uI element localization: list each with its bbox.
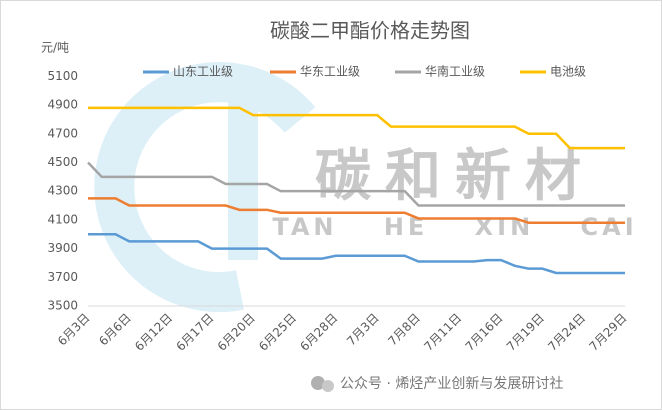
y-tick-label: 4100 [47, 212, 78, 226]
series-line [88, 232, 625, 275]
y-tick-label: 4700 [47, 126, 78, 140]
y-tick-label: 4500 [47, 155, 78, 169]
chart-title: 碳酸二甲酯价格走势图 [270, 19, 470, 43]
series-line [88, 197, 625, 225]
watermark-bar [228, 100, 258, 260]
legend-item: 华东工业级 [270, 65, 360, 79]
y-tick-label: 5100 [47, 69, 78, 83]
legend-item: 电池级 [520, 65, 586, 79]
y-tick-label: 3900 [47, 241, 78, 255]
watermark-logo [94, 62, 316, 313]
legend-label: 电池级 [550, 65, 586, 79]
series-line [88, 106, 625, 150]
legend-item: 华南工业级 [395, 64, 485, 79]
footer-text: 公众号 · 烯烃产业创新与发展研讨社 [340, 376, 563, 392]
legend-label: 山东工业级 [173, 65, 233, 79]
y-axis-label: 元/吨 [41, 41, 69, 55]
y-tick-label: 3700 [47, 270, 78, 284]
legend-label: 华东工业级 [300, 65, 360, 79]
footer-icon [322, 380, 334, 392]
y-tick-label: 4300 [47, 184, 78, 198]
watermark-c [94, 62, 316, 313]
watermark-brand: 碳和新材 [315, 144, 595, 209]
y-tick-label: 4900 [47, 98, 78, 112]
legend-label: 华南工业级 [425, 64, 485, 79]
footer: 公众号 · 烯烃产业创新与发展研讨社 [311, 376, 563, 392]
footer-icon [311, 376, 325, 390]
legend-item: 山东工业级 [143, 65, 233, 79]
y-tick-label: 3500 [47, 299, 78, 313]
series-line [87, 161, 625, 207]
